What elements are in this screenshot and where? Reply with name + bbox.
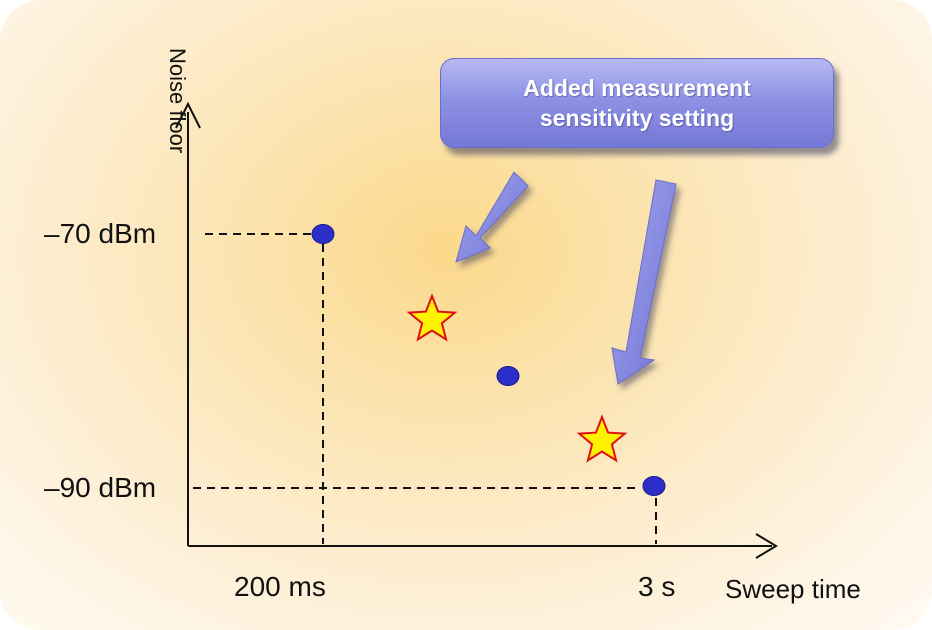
y-label-bottom: –90 dBm [44, 472, 157, 503]
y-label-top: –70 dBm [44, 218, 157, 249]
y-axis-title: Noise floor [165, 48, 190, 154]
data-dot-3s [642, 476, 666, 496]
data-dot-middle [496, 366, 520, 386]
x-axis [188, 533, 778, 559]
x-label-right: 3 s [638, 571, 676, 602]
callout-line-1: Added measurement [523, 75, 751, 101]
star-marker-upper [406, 293, 458, 342]
x-label-left: 200 ms [234, 571, 326, 602]
y-axis [175, 101, 201, 546]
arrow-left-pointer [455, 171, 529, 263]
arrow-right-pointer [611, 179, 677, 385]
data-dot-200ms [311, 224, 335, 244]
callout-line-2: sensitivity setting [539, 105, 735, 131]
callout-box: Added measurement sensitivity setting [440, 58, 834, 148]
star-marker-lower [576, 414, 628, 463]
x-axis-title: Sweep time [725, 574, 861, 604]
guide-lines [193, 233, 657, 544]
